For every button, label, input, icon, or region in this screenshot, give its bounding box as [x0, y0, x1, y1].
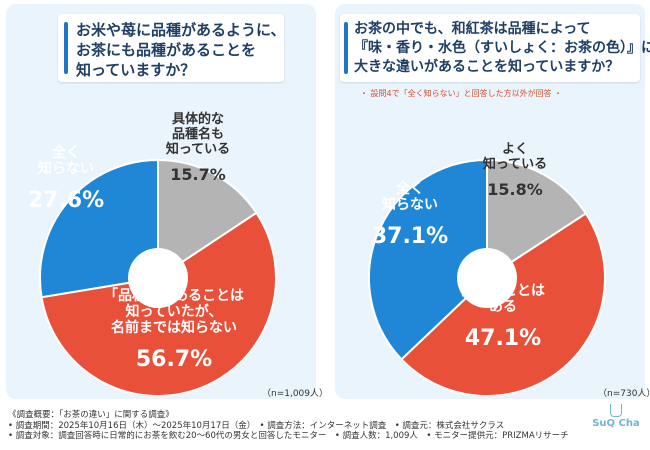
left-sample-size: （n=1,009人）	[262, 389, 329, 399]
right-question-line-1: お茶の中でも、和紅茶は品種によって	[354, 21, 591, 37]
right-note: ・ 設問4で「全く知らない」と回答した方以外が回答 ・	[360, 89, 563, 98]
slice-value-2: 47.1%	[465, 326, 541, 351]
slice-label-1-line-1: 具体的な	[172, 111, 224, 127]
slice-label-2-line-2: 知っていたが、	[125, 303, 222, 320]
slice-value-2: 56.7%	[136, 347, 212, 372]
tea-cup-icon	[610, 404, 622, 417]
pie-slice-3	[39, 158, 159, 299]
slice-value-1: 15.8%	[487, 180, 543, 199]
suqcha-logo: SuQ Cha	[590, 400, 642, 446]
slice-label-2-line-3: 名前までは知らない	[111, 319, 237, 336]
logo-text: SuQ Cha	[592, 418, 640, 429]
footer-line-3: • 調査対象：調査回答時に日常的にお茶を飲む20～60代の男女と回答したモニター…	[8, 431, 569, 441]
slice-value-1: 15.7%	[170, 165, 226, 184]
left-question-line-2: お茶にも品種があることを	[76, 41, 257, 59]
left-question-accent-bar	[64, 22, 68, 74]
right-sample-size: （n=730人）	[598, 389, 650, 399]
right-question-accent-bar	[344, 22, 348, 74]
slice-label-1-line-2: 品種名も	[172, 126, 224, 142]
pie-center-hole	[457, 248, 517, 308]
slice-label-2-line-2: ある	[489, 299, 517, 315]
footer-line-1: 《調査概要：「お茶の違い」に関する調査》	[8, 410, 174, 420]
slice-label-3-line-2: 知らない	[382, 196, 438, 213]
slice-label-2-line-1: 聞いたことは	[461, 283, 545, 299]
pie-center-hole	[128, 248, 188, 308]
survey-footer: 《調査概要：「お茶の違い」に関する調査》 • 調査期間：2025年10月16日（…	[8, 410, 569, 442]
right-question-box: お茶の中でも、和紅茶は品種によって 『味・香り・水色（すいしょく：お茶の色）』に…	[340, 14, 650, 82]
slice-label-3-line-1: 全く	[51, 144, 80, 161]
left-question-line-1: お米や苺に品種があるように、	[76, 21, 286, 39]
slice-label-3-line-2: 知らない	[38, 160, 94, 177]
slice-label-1-line-2: 知っている	[483, 156, 547, 172]
slice-value-3: 37.1%	[372, 224, 448, 249]
left-question-line-3: 知っていますか？	[76, 61, 196, 79]
pie-slice-2	[400, 212, 606, 395]
slice-label-1-line-3: 知っている	[166, 141, 230, 157]
right-question-line-2: 『味・香り・水色（すいしょく：お茶の色）』に	[354, 40, 650, 56]
slice-value-3: 27.6%	[28, 188, 104, 213]
slice-label-3-line-1: 全く	[395, 180, 424, 197]
slice-label-1-line-1: よく	[502, 142, 528, 157]
pie-slice-3	[368, 158, 488, 361]
footer-line-2: • 調査期間：2025年10月16日（木）～2025年10月17日（金） • 調…	[8, 420, 505, 431]
left-question-box: お米や苺に品種があるように、 お茶にも品種があることを 知っていますか？	[58, 14, 286, 82]
right-question-line-3: 大きな違いがあることを知っていますか？	[354, 59, 620, 75]
pie-slice-1	[486, 158, 588, 280]
slice-label-2-line-1: 「品種」があることは	[104, 287, 244, 304]
pie-slice-1	[157, 158, 258, 280]
